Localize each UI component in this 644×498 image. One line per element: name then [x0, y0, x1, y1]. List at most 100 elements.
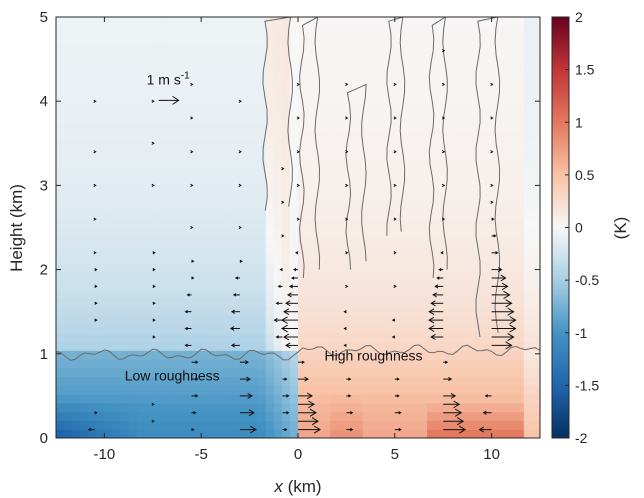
heatmap-cell: [346, 139, 356, 150]
heatmap-cell: [80, 183, 89, 194]
heatmap-cell: [459, 350, 468, 360]
heatmap-cell: [104, 429, 114, 438]
heatmap-cell: [281, 17, 291, 27]
heatmap-cell: [459, 201, 468, 211]
heatmap-cell: [419, 34, 428, 44]
heatmap-cell: [443, 376, 452, 386]
heatmap-cell: [249, 288, 259, 299]
heatmap-cell: [136, 288, 146, 299]
wind-vector: [343, 326, 347, 331]
heatmap-cell: [459, 43, 468, 53]
heatmap-cell: [225, 87, 235, 97]
vector-head: [505, 341, 513, 350]
wind-vector: [491, 332, 515, 342]
heatmap-cell: [185, 218, 194, 229]
heatmap-cell: [362, 332, 372, 343]
heatmap-cell: [322, 25, 331, 36]
heatmap-cell: [378, 183, 388, 194]
heatmap-cell: [499, 148, 509, 158]
heatmap-cell: [370, 52, 380, 62]
heatmap-cell: [273, 359, 283, 369]
heatmap-cell: [483, 411, 493, 422]
wind-vector: [443, 425, 467, 434]
heatmap-cell: [483, 367, 493, 378]
vector-head: [283, 333, 290, 341]
heatmap-cell: [354, 315, 364, 325]
heatmap-cell: [201, 227, 210, 237]
heatmap-cell: [362, 139, 372, 150]
heatmap-cell: [177, 201, 186, 211]
contour-column: [428, 17, 448, 279]
heatmap-cell: [217, 34, 226, 44]
heatmap-cell: [64, 17, 73, 27]
heatmap-cell: [475, 306, 485, 316]
heatmap-cell: [273, 245, 283, 255]
heatmap-cell: [362, 402, 372, 413]
vector-head: [432, 292, 437, 298]
heatmap-cell: [80, 332, 89, 343]
heatmap-cell: [531, 209, 540, 220]
heatmap-cell: [459, 367, 468, 378]
heatmap-cell: [491, 209, 501, 220]
vector-head: [94, 301, 98, 305]
heatmap-cell: [281, 34, 291, 44]
colorbar-tick-label: 1: [575, 114, 583, 130]
heatmap-cell: [386, 69, 396, 79]
heatmap-cell: [185, 17, 194, 27]
heatmap-cell: [56, 218, 65, 229]
heatmap-cell: [402, 113, 412, 123]
heatmap-cell: [64, 87, 73, 97]
wind-vector: [296, 183, 300, 188]
heatmap-cell: [306, 209, 315, 220]
heatmap-cell: [64, 323, 73, 334]
x-tick-label: -10: [94, 446, 116, 463]
heatmap-cell: [88, 34, 97, 44]
heatmap-cell: [265, 236, 275, 246]
heatmap-cell: [281, 104, 291, 115]
heatmap-cell: [273, 131, 283, 141]
heatmap-cell: [56, 34, 65, 44]
heatmap-cell: [281, 148, 291, 158]
heatmap-cell: [507, 262, 517, 272]
heatmap-cell: [56, 60, 65, 71]
heatmap-cell: [531, 262, 540, 272]
heatmap-cell: [386, 209, 396, 220]
vector-head: [441, 49, 446, 53]
heatmap-cell: [120, 148, 130, 158]
heatmap-cell: [402, 402, 412, 413]
heatmap-cell: [120, 376, 130, 386]
heatmap-cell: [435, 78, 444, 88]
vector-head: [244, 360, 249, 365]
heatmap-cell: [80, 297, 89, 308]
heatmap-cell: [298, 253, 307, 264]
heatmap-cell: [217, 218, 226, 229]
heatmap-cell: [483, 402, 493, 413]
wind-vector: [298, 425, 321, 434]
heatmap-cell: [64, 34, 73, 44]
heatmap-cell: [168, 209, 178, 220]
heatmap-cell: [56, 201, 65, 211]
heatmap-cell: [112, 341, 122, 351]
heatmap-cell: [427, 271, 436, 281]
heatmap-cell: [144, 297, 154, 308]
heatmap-cell: [120, 332, 130, 343]
heatmap-cell: [370, 227, 380, 237]
heatmap-cell: [177, 25, 186, 36]
heatmap-cell: [257, 166, 267, 176]
heatmap-cell: [257, 25, 267, 36]
heatmap-cell: [96, 78, 105, 88]
heatmap-cell: [507, 174, 517, 185]
vector-head: [441, 217, 446, 221]
heatmap-cell: [410, 227, 420, 237]
heatmap-cell: [209, 122, 218, 132]
y-tick-label: 1: [40, 346, 48, 363]
heatmap-cell: [475, 218, 485, 229]
heatmap-cell: [217, 429, 226, 438]
heatmap-cell: [112, 174, 122, 185]
heatmap-cell: [177, 131, 186, 141]
heatmap-cell: [419, 394, 428, 404]
heatmap-cell: [435, 139, 444, 150]
heatmap-cell: [370, 87, 380, 97]
heatmap-cell: [160, 323, 170, 334]
heatmap-cell: [427, 25, 436, 36]
